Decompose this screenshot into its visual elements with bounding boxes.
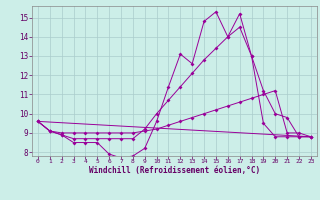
X-axis label: Windchill (Refroidissement éolien,°C): Windchill (Refroidissement éolien,°C) bbox=[89, 166, 260, 175]
